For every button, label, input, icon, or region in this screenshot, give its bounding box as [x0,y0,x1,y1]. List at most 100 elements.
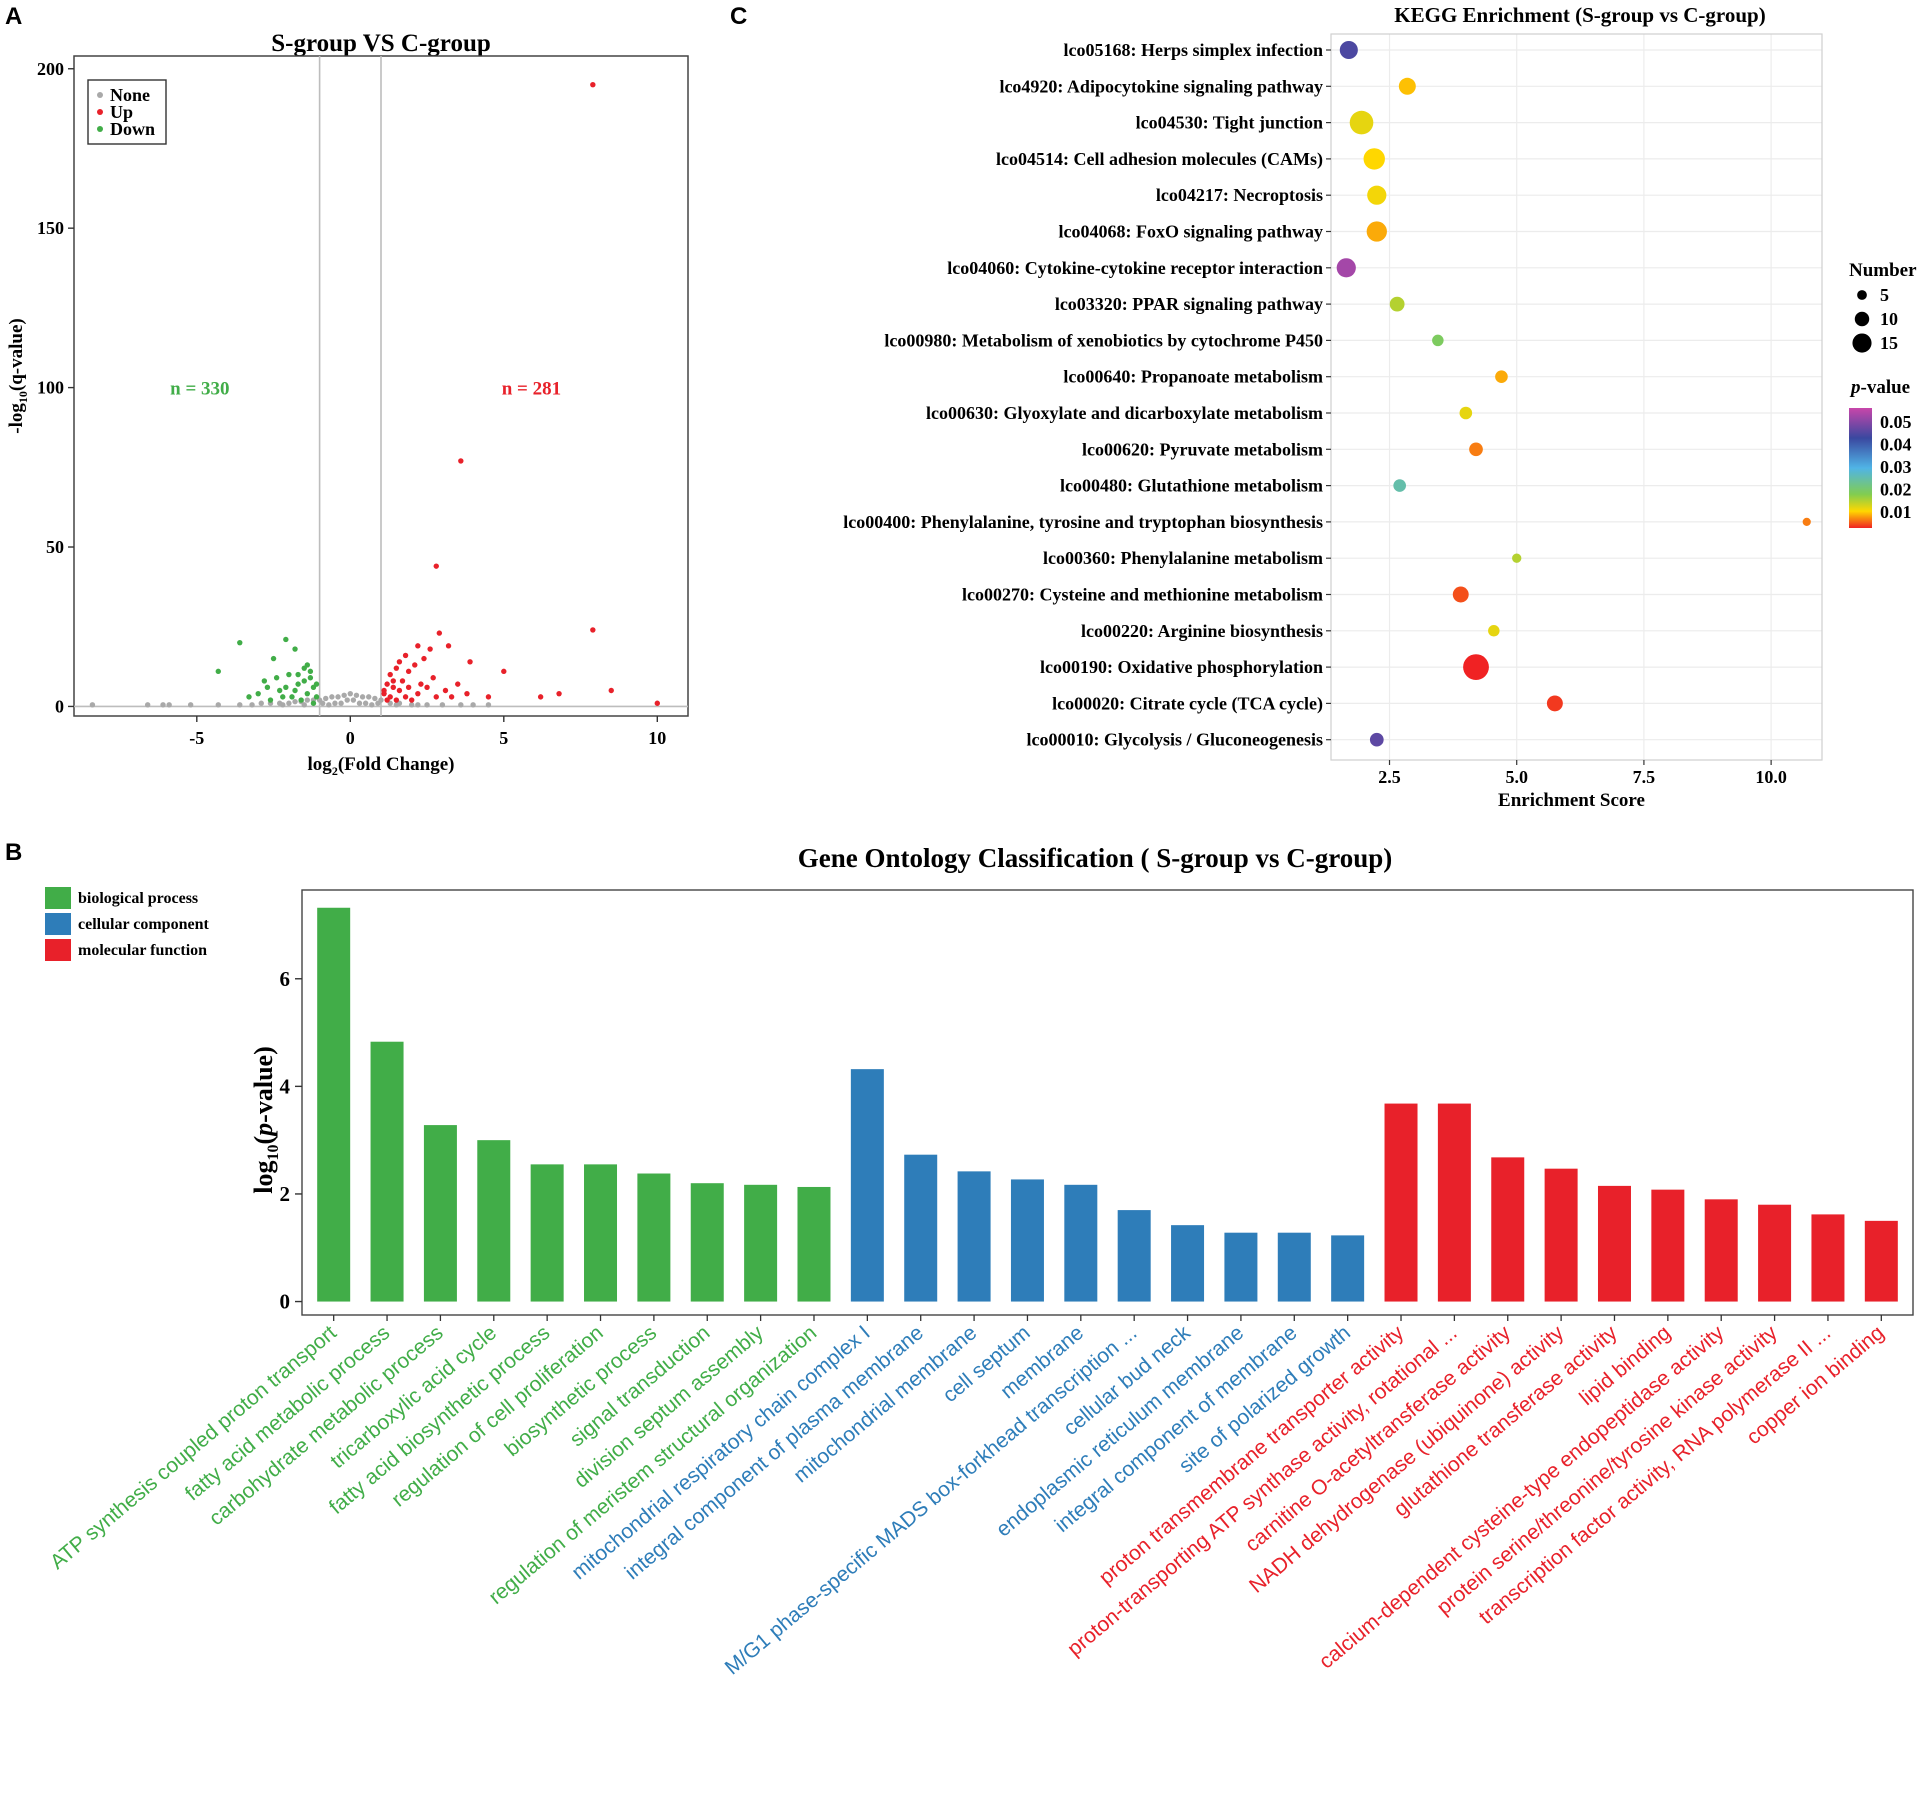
point-up [387,671,393,678]
point-up [654,700,660,706]
panel-letter-b: B [5,839,22,866]
point-none [350,697,357,703]
go-bar [1651,1189,1685,1302]
go-bar [1864,1220,1898,1302]
point-up [396,687,403,694]
go-y-tick-label: 4 [280,1074,291,1098]
point-none [356,700,363,706]
kegg-term-label: lco00270: Cysteine and methionine metabo… [962,585,1323,605]
point-none [439,702,446,708]
go-bar [797,1186,831,1302]
point-none [280,702,286,708]
kegg-term-label: lco00010: Glycolysis / Gluconeogenesis [1027,730,1324,750]
go-bar [904,1154,938,1302]
kegg-title: KEGG Enrichment (S-group vs C-group) [1394,3,1765,27]
point-up [399,678,406,684]
kegg-plot-frame [1330,33,1823,761]
kegg-term-label: lco04530: Tight junction [1136,113,1323,133]
panel-b-gene-ontology: Gene Ontology Classification ( S-group v… [45,843,1914,1679]
x-tick-label: 0 [346,728,355,748]
point-up [390,678,396,684]
go-bar [1384,1103,1418,1302]
kegg-bubble [1469,442,1483,457]
volcano-title: S-group VS C-group [271,30,491,57]
x-tick-label: 10 [648,728,666,748]
kegg-term-label: lco00220: Arginine biosynthesis [1081,621,1323,641]
go-bar [1704,1199,1738,1302]
point-down [295,681,301,687]
point-up [402,652,409,659]
panel-a-volcano-plot: S-group VS C-group-5 0 5 10050100150200log2… [6,30,689,778]
point-down [283,636,289,643]
go-legend-label: molecular function [78,942,207,959]
kegg-term-label: lco00630: Glyoxylate and dicarboxylate m… [926,403,1323,423]
color-legend-title: p-value [1849,377,1910,398]
go-bar [1277,1232,1311,1302]
kegg-bubble [1349,110,1374,135]
point-up [402,694,409,700]
go-bar [1331,1235,1365,1302]
go-legend-swatch [45,913,71,935]
point-none [366,694,372,700]
point-none [89,702,96,708]
go-y-tick-label: 2 [280,1182,291,1206]
point-up [384,681,390,687]
count-annotation: n = 330 [170,379,229,400]
point-up [393,665,400,671]
point-up [537,694,544,700]
x-tick-label: -5 [189,728,204,748]
point-up [381,687,387,694]
point-down [280,694,286,700]
point-up [501,668,507,675]
point-up [418,681,424,687]
point-down [215,668,221,675]
point-up [436,630,443,636]
point-down [304,662,311,668]
kegg-bubble [1488,625,1500,637]
point-up [412,662,418,668]
point-up [442,687,449,694]
go-bar [1010,1179,1044,1302]
point-none [301,702,307,708]
point-up [433,694,439,700]
point-up [608,687,614,694]
go-bar [1117,1210,1151,1302]
point-up [405,684,412,691]
point-up [590,81,596,88]
kegg-term-label: lco00190: Oxidative phosphorylation [1040,657,1323,677]
point-down [313,681,320,687]
color-legend-bar [1849,408,1872,528]
point-down [301,678,307,684]
kegg-term-label: lco00640: Propanoate metabolism [1063,367,1323,387]
point-up [427,646,433,652]
kegg-bubble [1452,586,1469,603]
point-none [458,702,464,708]
point-none [424,702,430,708]
point-down [267,697,274,703]
legend-dot-down [97,126,103,132]
kegg-term-label: lco04514: Cell adhesion molecules (CAMs) [996,149,1323,170]
point-none [332,700,338,706]
point-up [415,690,421,697]
point-down [264,684,271,691]
go-bar [1064,1184,1098,1302]
point-none [329,694,335,700]
point-up [430,675,436,681]
kegg-term-label: lco00980: Metabolism of xenobiotics by c… [884,330,1323,350]
panel-c-kegg-enrichment: KEGG Enrichment (S-group vs C-group) lco0… [843,3,1917,811]
go-bar [1437,1103,1471,1302]
kegg-bubble [1336,258,1356,278]
kegg-bubble [1802,517,1811,527]
kegg-term-label: lco04068: FoxO signaling pathway [1058,222,1323,242]
kegg-term-label: lco00400: Phenylalanine, tyrosine and tr… [843,512,1323,532]
point-none [393,702,400,708]
point-none [347,690,353,697]
point-none [341,692,347,698]
point-none [470,702,476,708]
point-none [338,700,344,706]
point-down [286,671,292,678]
kegg-term-label: lco03320: PPAR signaling pathway [1055,294,1323,314]
kegg-bubble [1432,334,1444,347]
kegg-x-tick-label: 2.5 [1378,767,1401,787]
point-up [421,655,427,662]
